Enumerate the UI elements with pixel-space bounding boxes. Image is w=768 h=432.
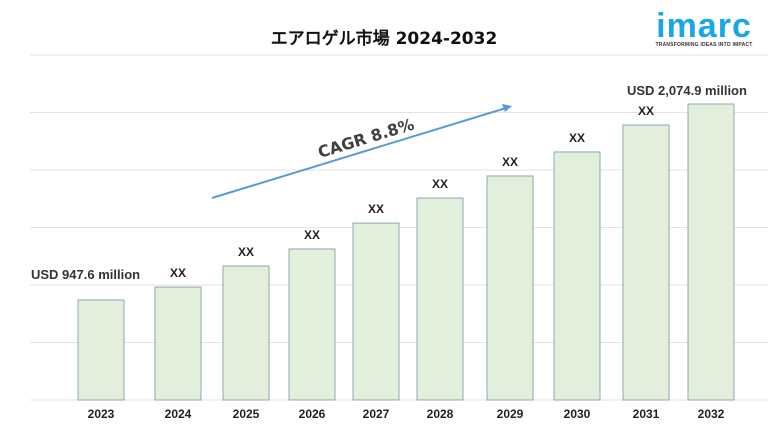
data-label: XX <box>368 202 384 216</box>
bar-2026 <box>288 248 336 401</box>
cagr-label: CAGR 8.8% <box>316 115 417 162</box>
x-tick-label: 2024 <box>165 407 192 421</box>
logo-word: imarc <box>656 7 752 45</box>
data-label: XX <box>502 155 518 169</box>
start-value-label: USD 947.6 million <box>31 267 140 282</box>
data-label: XX <box>569 131 585 145</box>
cagr-arrowhead <box>502 104 512 112</box>
x-tick-label: 2032 <box>698 407 725 421</box>
x-tick-label: 2027 <box>363 407 390 421</box>
data-label: XX <box>638 104 654 118</box>
data-label: XX <box>304 228 320 242</box>
bar-2027 <box>352 222 400 401</box>
end-value-label: USD 2,074.9 million <box>627 83 747 98</box>
logo-tagline: TRANSFORMING IDEAS INTO IMPACT <box>655 42 753 48</box>
data-label: XX <box>238 245 254 259</box>
x-tick-label: 2028 <box>427 407 454 421</box>
x-tick-label: 2029 <box>497 407 524 421</box>
x-tick-label: 2030 <box>564 407 591 421</box>
bar-2025 <box>222 265 270 401</box>
data-label: XX <box>432 177 448 191</box>
bar-2032 <box>687 103 735 401</box>
data-label: XX <box>170 266 186 280</box>
bar-2031 <box>622 124 670 401</box>
bar-2029 <box>486 175 534 401</box>
x-tick-label: 2031 <box>633 407 660 421</box>
bar-2023 <box>77 299 125 401</box>
x-tick-label: 2026 <box>299 407 326 421</box>
x-tick-label: 2023 <box>88 407 115 421</box>
bar-2028 <box>416 197 464 401</box>
chart-title: エアロゲル市場 2024-2032 <box>270 29 498 49</box>
bar-2030 <box>553 151 601 401</box>
x-tick-label: 2025 <box>233 407 260 421</box>
cagr-arrow <box>211 107 507 199</box>
imarc-logo: imarc TRANSFORMING IDEAS INTO IMPACT <box>648 7 760 48</box>
bar-2024 <box>154 286 202 401</box>
